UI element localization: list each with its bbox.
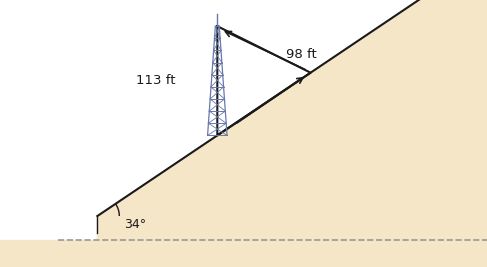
Polygon shape	[97, 0, 487, 267]
Text: 98 ft: 98 ft	[286, 48, 317, 61]
Polygon shape	[0, 240, 487, 267]
Text: 113 ft: 113 ft	[136, 74, 176, 87]
Text: 34°: 34°	[124, 218, 146, 231]
